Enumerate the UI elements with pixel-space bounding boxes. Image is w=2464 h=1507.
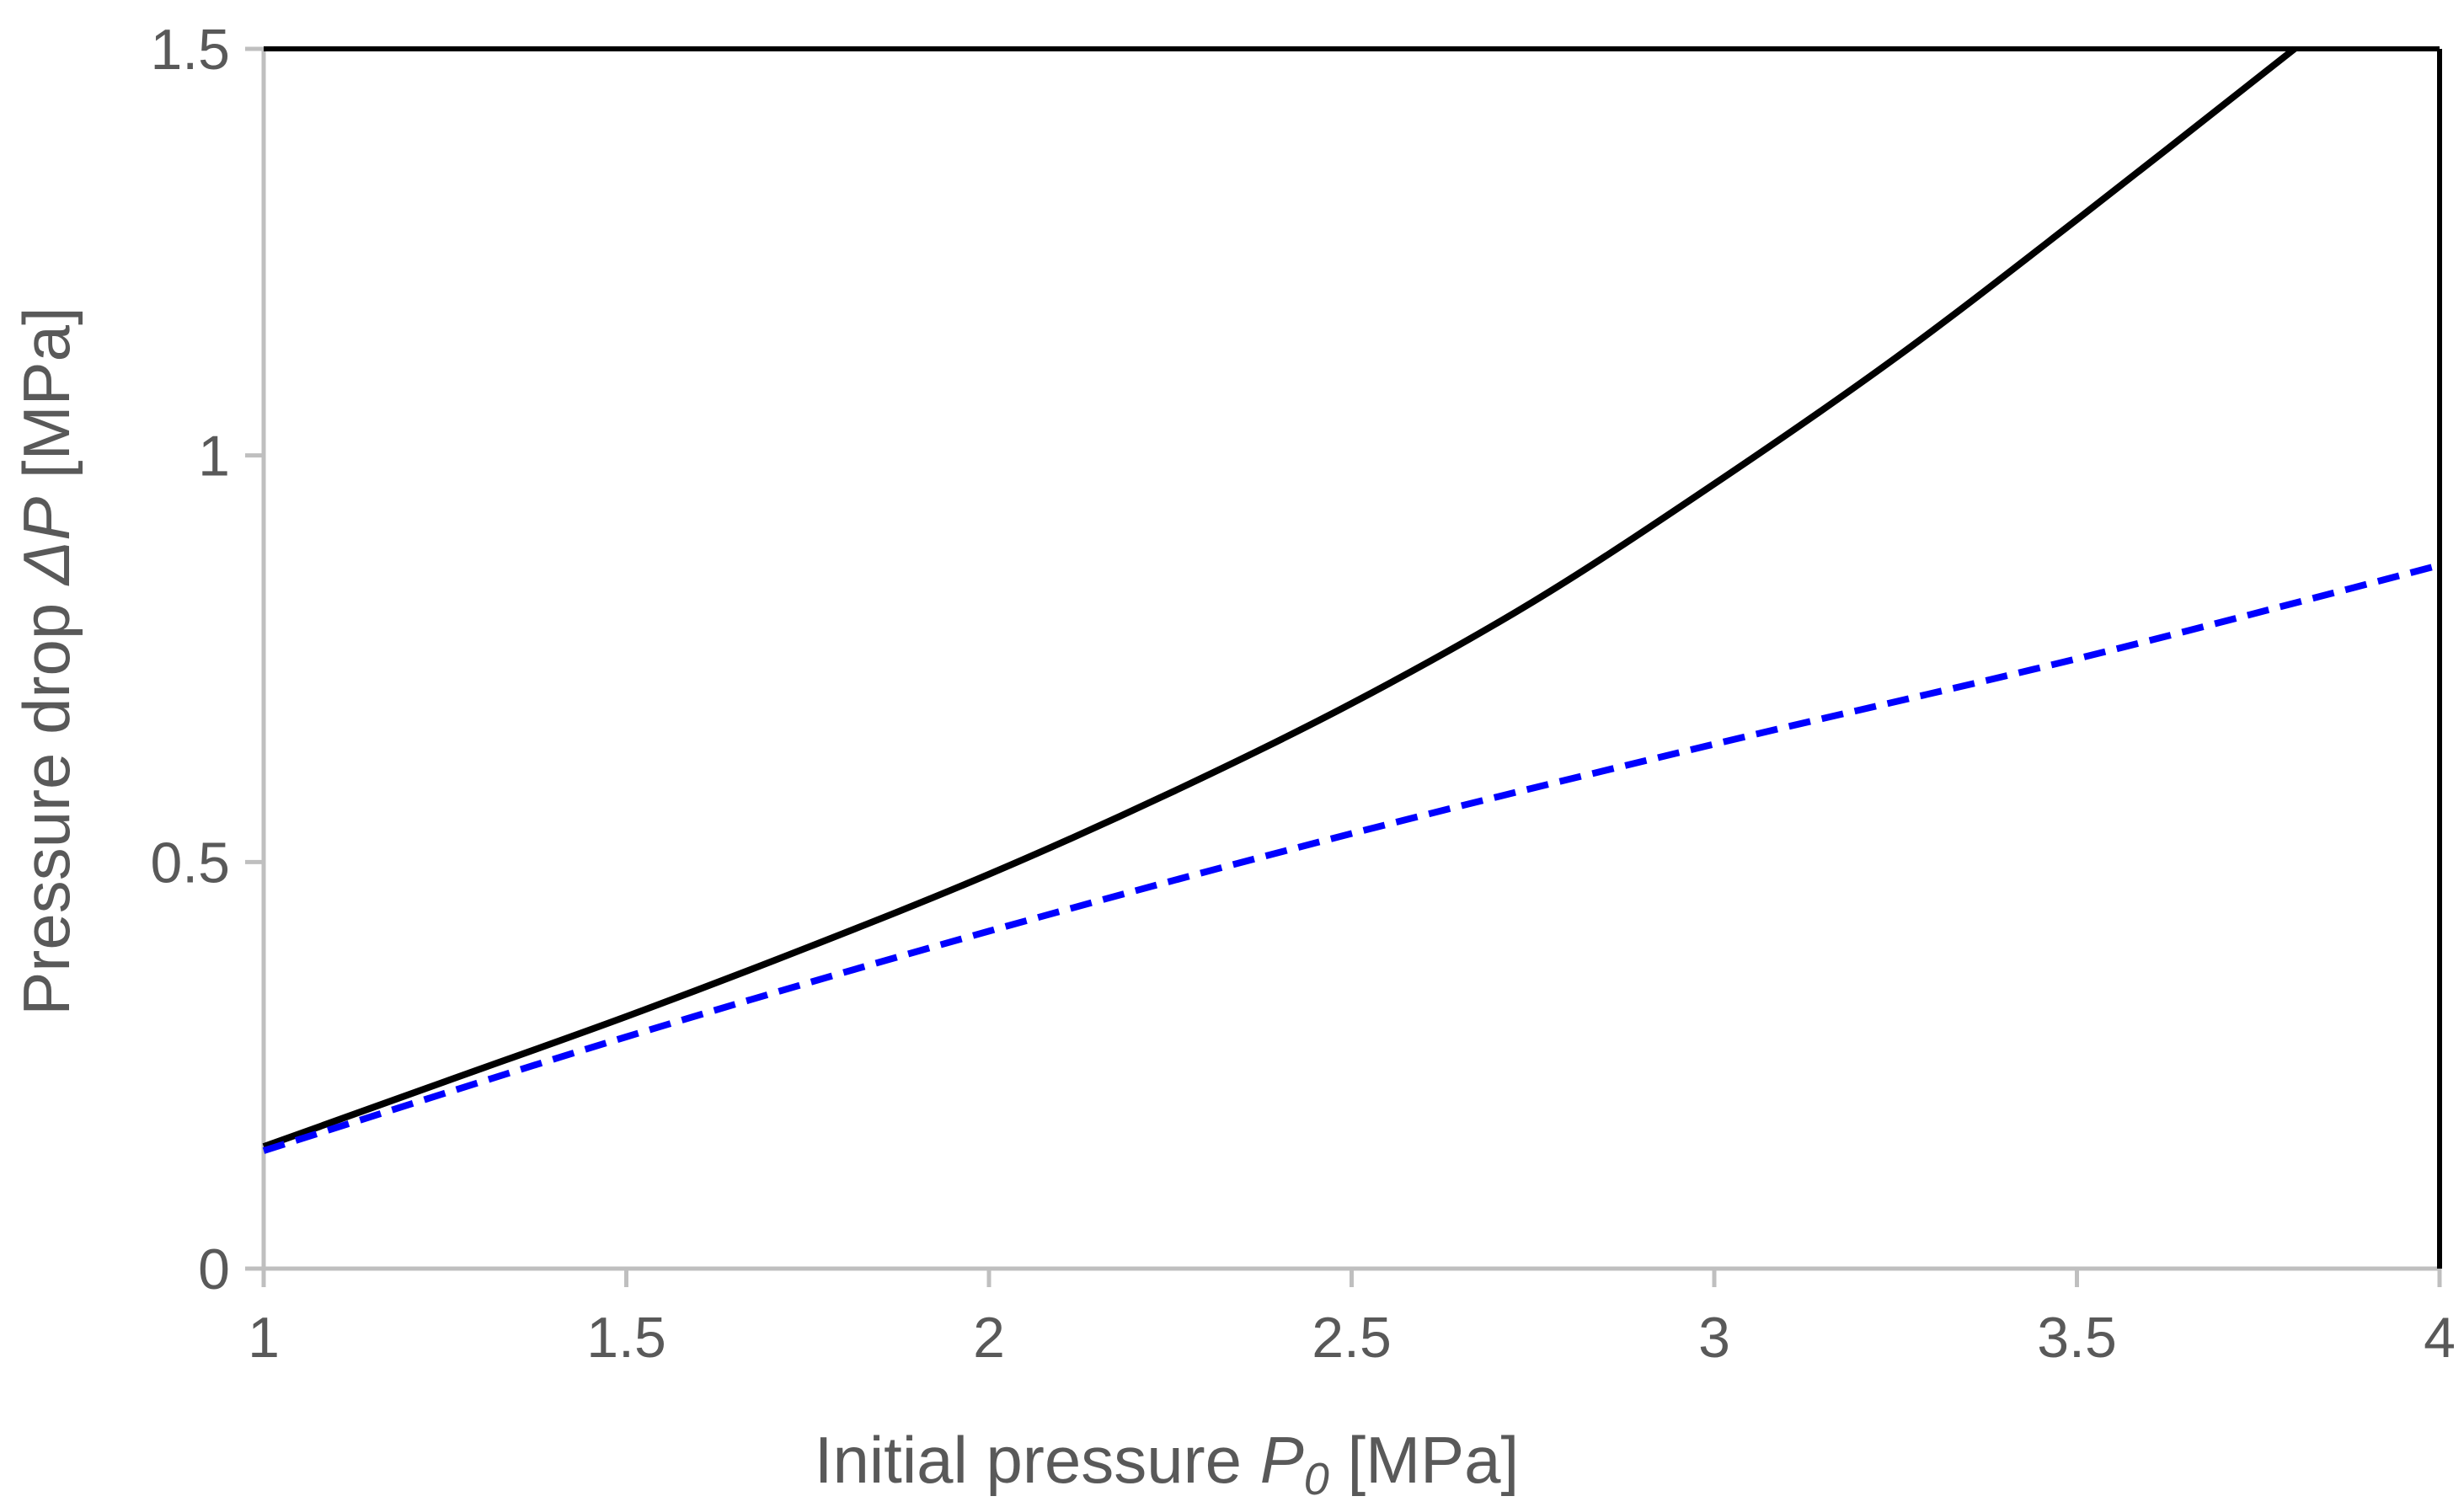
x-tick-label: 4 (2424, 1306, 2456, 1370)
x-tick-label: 1 (248, 1306, 280, 1370)
x-tick-label: 2.5 (1312, 1306, 1392, 1370)
series-line-solid (262, 45, 2297, 1150)
y-tick-label: 0 (198, 1237, 230, 1301)
series-line-dashed (262, 562, 2440, 1154)
y-tick-label: 1 (198, 425, 230, 489)
y-axis-ticks: 0 0.5 1 1.5 (150, 18, 264, 1301)
x-tick-label: 2 (973, 1306, 1005, 1370)
y-tick-label: 0.5 (150, 831, 230, 895)
x-tick-label: 3.5 (2037, 1306, 2117, 1370)
x-axis-title: Initial pressure P0 [MPa] (815, 1423, 1519, 1504)
x-tick-label: 3 (1698, 1306, 1730, 1370)
y-tick-label: 1.5 (150, 18, 230, 82)
series-layer (262, 45, 2440, 1154)
x-tick-label: 1.5 (586, 1306, 666, 1370)
x-axis-ticks: 1 1.5 2 2.5 3 3.5 4 (248, 1269, 2456, 1370)
plot-frame (261, 46, 2442, 1271)
y-axis-title: Pressure drop ΔP [MPa] (9, 307, 83, 1015)
